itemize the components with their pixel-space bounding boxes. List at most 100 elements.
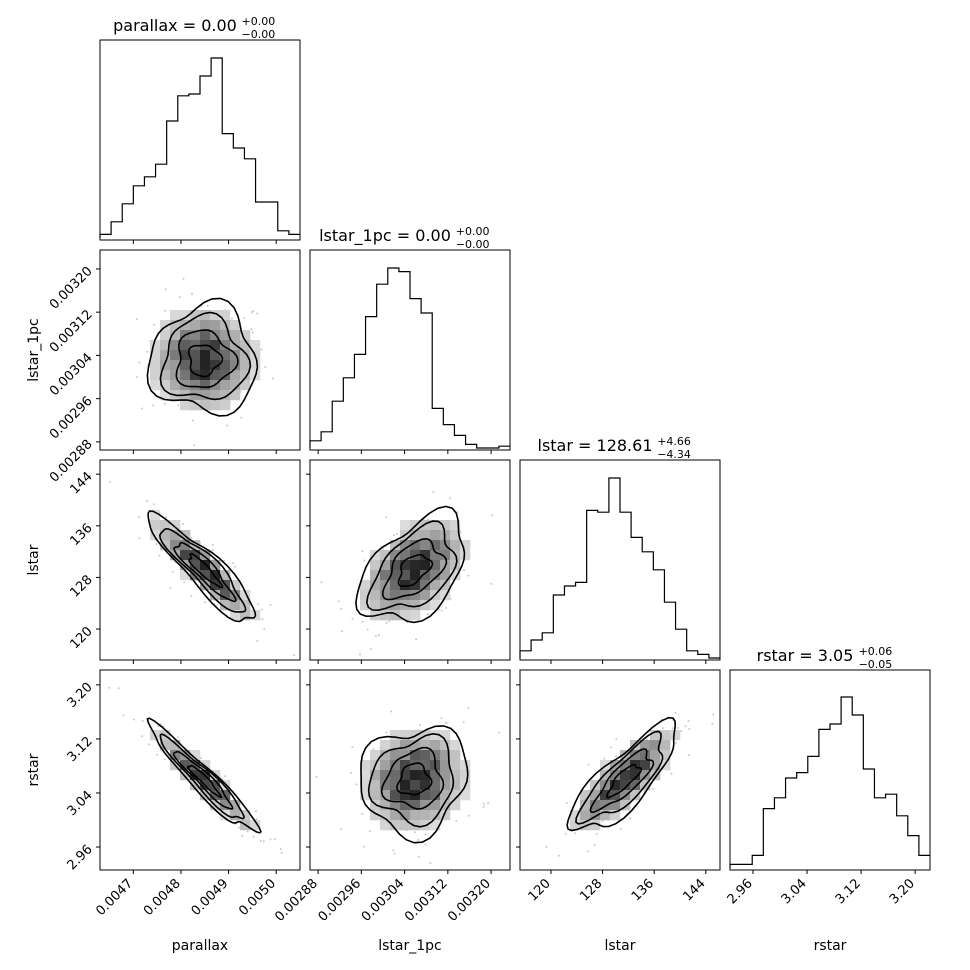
contour-2 (172, 750, 234, 810)
sample-point (615, 738, 618, 741)
density-cell (210, 390, 221, 401)
sample-point (670, 772, 673, 775)
y-tick-label: 0.00296 (47, 394, 96, 443)
density-cell (440, 750, 451, 761)
axes-frame (309, 459, 511, 661)
sample-point (264, 366, 267, 369)
sample-point (273, 838, 276, 841)
density-cell (220, 780, 231, 791)
sample-point (182, 277, 185, 280)
density-cell (250, 820, 261, 831)
title-lower-error: −0.00 (242, 28, 276, 41)
density-cell (240, 360, 251, 371)
density-cell (230, 600, 241, 611)
sample-point (440, 717, 443, 720)
x-tick-label: 3.12 (833, 876, 864, 907)
sample-point (586, 850, 589, 853)
sample-point (369, 648, 372, 650)
density-cell (240, 350, 251, 361)
x-tick-label: 144 (680, 876, 708, 904)
density-cell (180, 570, 191, 581)
y-tick-label: 128 (67, 572, 95, 600)
sample-point (490, 582, 493, 585)
density-cell (170, 750, 181, 761)
sample-point (190, 594, 193, 597)
density-cell (380, 790, 391, 801)
sample-point (372, 748, 375, 751)
axes-frame (309, 249, 511, 451)
density-cell (620, 800, 631, 811)
density-cell (240, 810, 251, 821)
density-cell (440, 520, 451, 531)
density-cell (390, 760, 401, 771)
density-cell (210, 790, 221, 801)
density-cell (230, 330, 241, 341)
panel-lstar_1pc-vs-lstar_1pc: lstar_1pc = 0.00 +0.00−0.00 (309, 225, 511, 454)
density-cell (410, 750, 421, 761)
contour-3 (365, 520, 458, 612)
sample-point (482, 805, 485, 808)
x-tick-label: 3.20 (887, 876, 918, 907)
density-cell (230, 810, 241, 821)
sample-point (178, 296, 181, 299)
sample-point (609, 746, 612, 749)
contour-lines (360, 725, 469, 844)
sample-point (361, 550, 364, 553)
density-cell (400, 540, 411, 551)
density-cell (420, 810, 431, 821)
title-upper-error: +0.00 (242, 15, 276, 28)
density-cell (210, 780, 221, 791)
x-tick-label: 2.96 (725, 876, 756, 907)
title-rstar: rstar = 3.05 +0.06−0.05 (757, 645, 893, 671)
density-cell (410, 770, 421, 781)
density-cell (210, 340, 221, 351)
density-cell (370, 570, 381, 581)
sample-point (467, 574, 470, 577)
sample-point (355, 783, 358, 786)
sample-point (211, 549, 214, 552)
density-cells (360, 520, 471, 621)
density-cell (650, 760, 661, 771)
density-cell (360, 580, 371, 591)
density-cell (600, 790, 611, 801)
density-cell (390, 590, 401, 601)
sample-point (368, 830, 371, 833)
density-cell (370, 600, 381, 611)
density-cell (370, 770, 381, 781)
density-cell (630, 790, 641, 801)
sample-point (361, 620, 364, 623)
sample-point (158, 554, 161, 557)
contour-1 (187, 344, 224, 378)
sample-point (177, 404, 180, 407)
density-cell (410, 570, 421, 581)
density-cell (630, 780, 641, 791)
contour-3 (159, 311, 252, 401)
density-cell (200, 370, 211, 381)
density-cell (160, 530, 171, 541)
density-cell (170, 520, 181, 531)
sample-point (135, 318, 138, 321)
density-cell (620, 770, 631, 781)
density-cell (640, 760, 651, 771)
sample-point (595, 832, 598, 835)
density-cell (400, 740, 411, 751)
sample-point (629, 817, 632, 820)
sample-point (171, 570, 174, 573)
density-cells (570, 730, 681, 831)
density-cell (150, 520, 161, 531)
density-cell (170, 330, 181, 341)
title-upper-error: +0.00 (456, 225, 490, 238)
panel-rstar-vs-parallax: 0.0047 0.0048 0.0049 0.00502.963.043.123.20… (26, 669, 301, 954)
density-cell (160, 390, 171, 401)
density-cell (420, 580, 431, 591)
sample-point (193, 444, 195, 447)
density-cell (160, 520, 171, 531)
contour-1 (186, 764, 223, 799)
sample-point (200, 757, 202, 760)
density-cell (220, 570, 231, 581)
sample-point (615, 755, 618, 758)
y-tick-label: 3.20 (65, 680, 96, 711)
sample-point (674, 712, 677, 714)
sample-point (240, 416, 243, 419)
density-cell (200, 560, 211, 571)
